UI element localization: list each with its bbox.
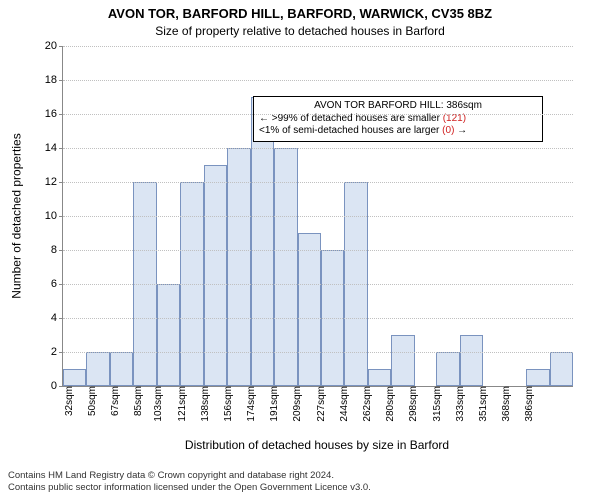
- annotation-line-3-text: <1% of semi-detached houses are larger: [259, 125, 442, 136]
- histogram-bar: [298, 233, 321, 386]
- footer-attribution: Contains HM Land Registry data © Crown c…: [8, 470, 371, 494]
- y-tick-label: 20: [45, 40, 63, 52]
- y-tick-label: 8: [51, 244, 63, 256]
- x-tick-label: 138sqm: [196, 386, 211, 422]
- y-tick-label: 14: [45, 142, 63, 154]
- annotation-line-3-count: (0): [442, 125, 454, 136]
- annotation-line-3-suffix: →: [454, 125, 467, 136]
- x-tick-label: 209sqm: [289, 386, 304, 422]
- annotation-line-1: AVON TOR BARFORD HILL: 386sqm: [259, 100, 537, 113]
- histogram-bar: [157, 284, 180, 386]
- x-tick-label: 298sqm: [405, 386, 420, 422]
- annotation-box: AVON TOR BARFORD HILL: 386sqm ← >99% of …: [253, 96, 543, 142]
- x-tick-label: 156sqm: [219, 386, 234, 422]
- chart-title: Size of property relative to detached ho…: [0, 24, 600, 38]
- histogram-bar: [274, 148, 297, 386]
- x-tick-label: 85sqm: [129, 386, 144, 416]
- x-tick-label: 280sqm: [381, 386, 396, 422]
- x-tick-label: 191sqm: [265, 386, 280, 422]
- x-tick-label: 227sqm: [312, 386, 327, 422]
- histogram-bar: [550, 352, 573, 386]
- x-tick-label: 333sqm: [451, 386, 466, 422]
- histogram-bar: [460, 335, 483, 386]
- gridline: [63, 148, 573, 149]
- histogram-bar: [436, 352, 459, 386]
- histogram-bar: [110, 352, 133, 386]
- x-tick-label: 386sqm: [520, 386, 535, 422]
- annotation-line-3: <1% of semi-detached houses are larger (…: [259, 125, 537, 138]
- x-tick-label: 67sqm: [106, 386, 121, 416]
- y-axis-label-text: Number of detached properties: [10, 133, 24, 298]
- histogram-bar: [86, 352, 109, 386]
- gridline: [63, 284, 573, 285]
- histogram-bar: [526, 369, 549, 386]
- gridline: [63, 216, 573, 217]
- gridline: [63, 80, 573, 81]
- histogram-bar: [391, 335, 414, 386]
- x-tick-label: 174sqm: [242, 386, 257, 422]
- chart-plot-area: 32sqm50sqm67sqm85sqm103sqm121sqm138sqm15…: [62, 46, 573, 387]
- x-tick-label: 315sqm: [428, 386, 443, 422]
- histogram-bar: [227, 148, 250, 386]
- y-tick-label: 12: [45, 176, 63, 188]
- gridline: [63, 46, 573, 47]
- x-tick-label: 244sqm: [335, 386, 350, 422]
- gridline: [63, 114, 573, 115]
- histogram-bar: [368, 369, 391, 386]
- gridline: [63, 250, 573, 251]
- y-tick-label: 16: [45, 108, 63, 120]
- footer-line-2: Contains public sector information licen…: [8, 482, 371, 494]
- gridline: [63, 318, 573, 319]
- x-tick-label: 262sqm: [358, 386, 373, 422]
- x-tick-label: 368sqm: [497, 386, 512, 422]
- y-tick-label: 6: [51, 278, 63, 290]
- y-tick-label: 2: [51, 346, 63, 358]
- chart-supertitle: AVON TOR, BARFORD HILL, BARFORD, WARWICK…: [0, 6, 600, 21]
- histogram-bar: [63, 369, 86, 386]
- footer-line-1: Contains HM Land Registry data © Crown c…: [8, 470, 371, 482]
- x-axis-label: Distribution of detached houses by size …: [62, 438, 572, 452]
- y-tick-label: 10: [45, 210, 63, 222]
- gridline: [63, 182, 573, 183]
- y-tick-label: 0: [51, 380, 63, 392]
- x-tick-label: 103sqm: [150, 386, 165, 422]
- y-axis-label: Number of detached properties: [10, 46, 24, 386]
- gridline: [63, 352, 573, 353]
- x-tick-label: 121sqm: [173, 386, 188, 422]
- y-tick-label: 18: [45, 74, 63, 86]
- x-tick-label: 351sqm: [474, 386, 489, 422]
- x-tick-label: 50sqm: [83, 386, 98, 416]
- y-tick-label: 4: [51, 312, 63, 324]
